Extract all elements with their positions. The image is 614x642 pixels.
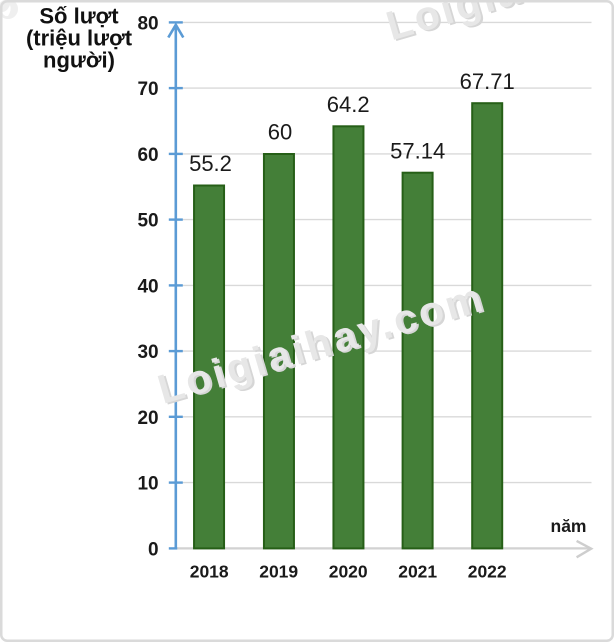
svg-text:(triệu lượt: (triệu lượt xyxy=(26,26,133,51)
svg-text:2021: 2021 xyxy=(398,562,437,582)
svg-text:30: 30 xyxy=(137,342,158,363)
svg-text:60: 60 xyxy=(137,145,158,166)
svg-text:0: 0 xyxy=(148,539,159,560)
svg-text:2022: 2022 xyxy=(468,562,507,582)
svg-text:người): người) xyxy=(43,48,115,73)
svg-text:năm: năm xyxy=(551,516,587,536)
svg-text:70: 70 xyxy=(137,79,158,100)
svg-text:64.2: 64.2 xyxy=(327,92,370,117)
svg-text:60: 60 xyxy=(268,120,292,145)
svg-text:2018: 2018 xyxy=(190,562,229,582)
svg-text:10: 10 xyxy=(137,474,158,495)
svg-text:Số lượt: Số lượt xyxy=(39,4,119,29)
svg-text:2019: 2019 xyxy=(259,562,298,582)
svg-text:2020: 2020 xyxy=(329,562,368,582)
svg-text:80: 80 xyxy=(137,13,158,34)
svg-text:67.71: 67.71 xyxy=(460,69,515,94)
svg-text:20: 20 xyxy=(137,408,158,429)
svg-text:40: 40 xyxy=(137,276,158,297)
svg-text:57.14: 57.14 xyxy=(390,138,445,163)
svg-text:50: 50 xyxy=(137,211,158,232)
svg-text:55.2: 55.2 xyxy=(189,151,232,176)
